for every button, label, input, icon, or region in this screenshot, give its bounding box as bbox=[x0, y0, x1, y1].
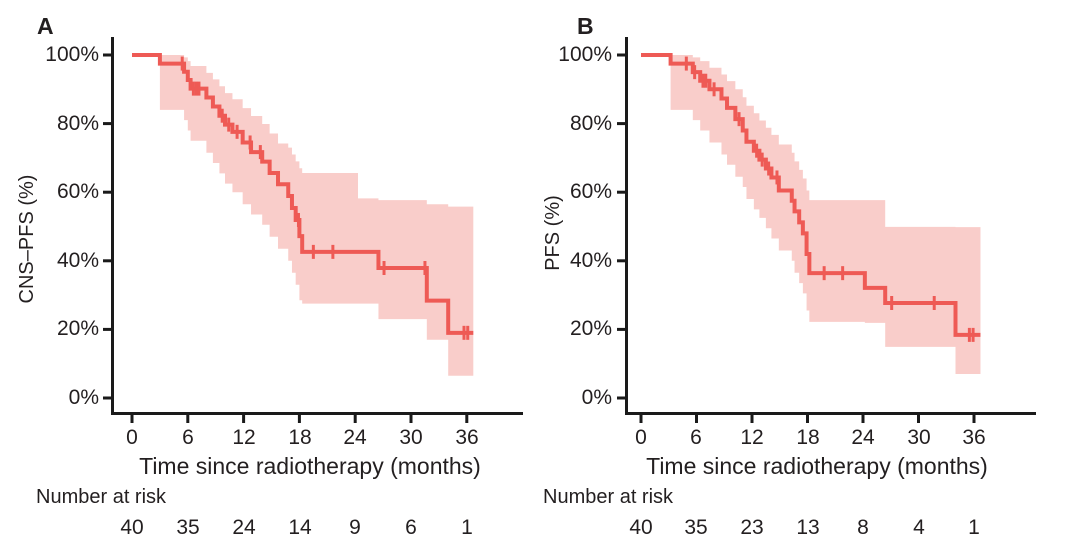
panel-b-ytick-40: 40% bbox=[569, 249, 612, 272]
panel-a-xtick-6: 6 bbox=[182, 426, 194, 449]
axis-spines bbox=[111, 37, 523, 415]
panel-a-risk-count-36: 1 bbox=[461, 516, 473, 539]
panel-a-risk-header: Number at risk bbox=[36, 486, 167, 508]
panel-a-label: A bbox=[37, 13, 54, 39]
panel-a-ytick-0: 0% bbox=[68, 386, 99, 409]
panel-b-risk-count-30: 4 bbox=[913, 516, 925, 539]
panel-b-risk-count-6: 35 bbox=[684, 516, 708, 539]
panel-b-ytick-100: 100% bbox=[558, 43, 612, 66]
axis-spines bbox=[625, 37, 1036, 415]
panel-a-ytick-20: 20% bbox=[56, 317, 99, 340]
panel-a-ytick-80: 80% bbox=[56, 112, 99, 135]
panel-a-plot bbox=[103, 37, 523, 423]
panel-b-risk-count-24: 8 bbox=[857, 516, 869, 539]
panel-a-xtick-18: 18 bbox=[288, 426, 312, 449]
panel-a-risk-count-24: 9 bbox=[349, 516, 361, 539]
panel-a-risk-count-30: 6 bbox=[405, 516, 417, 539]
panel-b-xtick-36: 36 bbox=[962, 426, 986, 449]
panel-b-risk-count-18: 13 bbox=[796, 516, 820, 539]
panel-b-risk-header: Number at risk bbox=[543, 486, 674, 508]
panel-b-risk-count-0: 40 bbox=[629, 516, 653, 539]
panel-b-plot bbox=[617, 37, 1036, 423]
panel-b-x-axis-title: Time since radiotherapy (months) bbox=[646, 453, 988, 479]
panel-a-ytick-40: 40% bbox=[56, 249, 99, 272]
panel-b-xtick-0: 0 bbox=[635, 426, 647, 449]
panel-a-risk-count-0: 40 bbox=[120, 516, 144, 539]
panel-a-ytick-60: 60% bbox=[56, 180, 99, 203]
panel-a-risk-count-6: 35 bbox=[176, 516, 200, 539]
survival-curve bbox=[132, 53, 474, 335]
panel-b-label: B bbox=[577, 13, 594, 39]
panel-b-xtick-24: 24 bbox=[851, 426, 875, 449]
panel-b-xtick-18: 18 bbox=[796, 426, 820, 449]
panel-b-xtick-12: 12 bbox=[740, 426, 764, 449]
panel-a-xtick-12: 12 bbox=[232, 426, 256, 449]
panel-a-x-axis-title: Time since radiotherapy (months) bbox=[139, 453, 481, 479]
panel-a-xtick-30: 30 bbox=[399, 426, 423, 449]
panel-b-risk-count-12: 23 bbox=[740, 516, 764, 539]
panel-b-risk-count-36: 1 bbox=[968, 516, 980, 539]
panel-b-ytick-0: 0% bbox=[581, 386, 612, 409]
panel-a-xtick-24: 24 bbox=[343, 426, 367, 449]
panel-a-xtick-0: 0 bbox=[126, 426, 138, 449]
panel-a-ytick-100: 100% bbox=[45, 43, 99, 66]
panel-a-xtick-36: 36 bbox=[455, 426, 479, 449]
panel-a-risk-count-18: 14 bbox=[288, 516, 312, 539]
panel-b-ytick-20: 20% bbox=[569, 317, 612, 340]
panel-b-xtick-30: 30 bbox=[907, 426, 931, 449]
panel-b-ytick-80: 80% bbox=[569, 112, 612, 135]
panel-b-y-axis-title: PFS (%) bbox=[542, 195, 564, 271]
survival-curve bbox=[641, 53, 981, 337]
confidence-band bbox=[670, 55, 981, 374]
panel-b-ytick-60: 60% bbox=[569, 180, 612, 203]
confidence-band bbox=[159, 55, 474, 376]
panel-b-xtick-6: 6 bbox=[690, 426, 702, 449]
panel-a-risk-count-12: 24 bbox=[232, 516, 256, 539]
panel-a-y-axis-title: CNS–PFS (%) bbox=[16, 174, 38, 304]
